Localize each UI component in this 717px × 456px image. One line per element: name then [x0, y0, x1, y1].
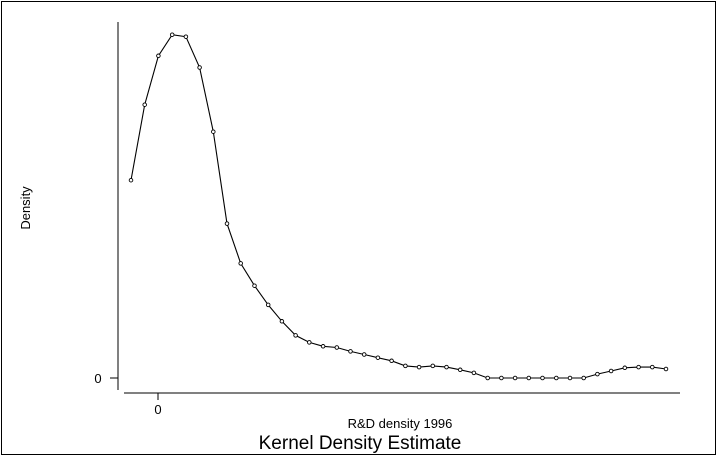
density-point	[430, 363, 436, 369]
density-point	[650, 364, 655, 370]
density-point	[169, 32, 175, 37]
density-point	[211, 129, 216, 134]
density-point	[444, 364, 449, 370]
density-point	[512, 375, 518, 381]
density-point	[403, 363, 408, 369]
density-point	[293, 333, 298, 338]
density-point	[416, 364, 422, 370]
density-point	[128, 177, 134, 183]
density-point	[567, 375, 573, 381]
density-point	[156, 53, 161, 59]
plot-area	[128, 32, 669, 381]
density-point	[526, 375, 532, 381]
density-point	[471, 370, 477, 376]
density-point	[224, 221, 230, 226]
density-point	[608, 368, 614, 374]
density-point	[485, 375, 490, 381]
density-point	[307, 340, 312, 345]
density-point	[636, 364, 641, 370]
density-point	[554, 375, 559, 381]
y-axis-label: Density	[18, 186, 33, 230]
density-point	[375, 355, 381, 360]
chart-title: Kernel Density Estimate	[259, 433, 462, 454]
density-point	[265, 302, 271, 308]
density-point	[457, 367, 463, 373]
density-point	[142, 102, 147, 107]
x-tick-label-0: 0	[154, 402, 161, 417]
density-point	[320, 344, 326, 349]
y-tick-label-0: 0	[94, 371, 101, 386]
density-point	[183, 34, 189, 39]
density-point	[197, 65, 202, 70]
density-point	[595, 371, 600, 377]
density-point	[581, 375, 586, 381]
density-point	[279, 319, 285, 324]
x-axis-label: R&D density 1996	[348, 416, 453, 431]
density-point	[252, 283, 257, 288]
density-point	[540, 375, 545, 381]
density-point	[663, 366, 669, 372]
density-series-line	[130, 34, 667, 379]
density-point	[499, 375, 504, 381]
density-point	[389, 358, 394, 364]
density-point	[622, 365, 628, 371]
density-point	[334, 345, 340, 350]
density-point	[348, 349, 353, 354]
density-point	[361, 352, 367, 357]
density-point	[238, 261, 243, 266]
